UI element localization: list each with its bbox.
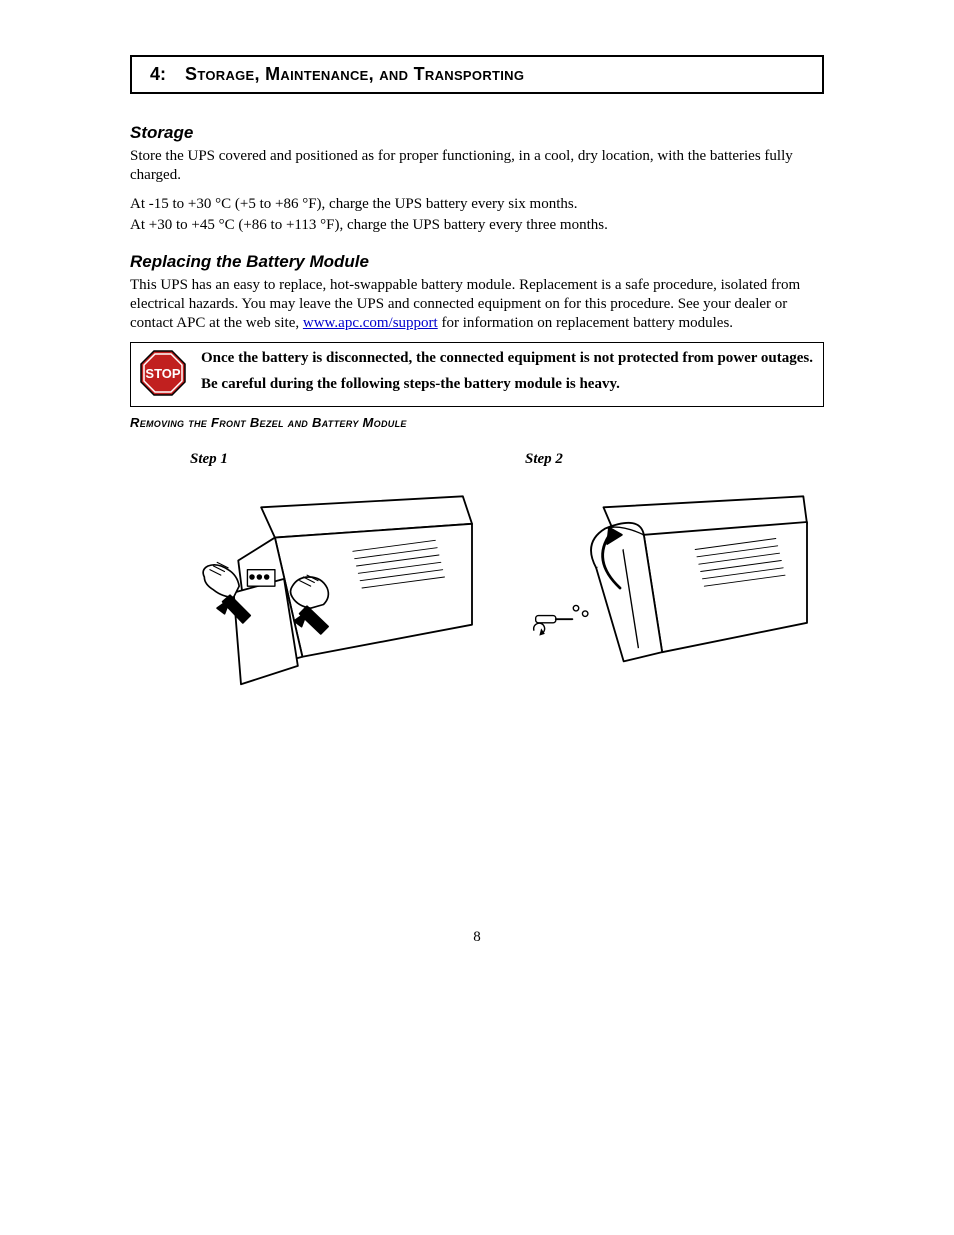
step-1: Step 1 — [180, 450, 489, 699]
page-number: 8 — [130, 928, 824, 947]
chapter-heading: 4: Storage, Maintenance, and Transportin… — [130, 55, 824, 94]
warning-box: STOP Once the battery is disconnected, t… — [130, 342, 824, 407]
support-link[interactable]: www.apc.com/support — [303, 315, 438, 331]
replacing-paragraph: This UPS has an easy to replace, hot-swa… — [130, 276, 824, 332]
steps-row: Step 1 — [180, 450, 824, 699]
step-2: Step 2 — [515, 450, 824, 699]
replacing-text-after: for information on replacement battery m… — [438, 315, 733, 331]
stop-icon: STOP — [139, 349, 187, 397]
step-1-label: Step 1 — [190, 450, 489, 469]
storage-paragraph: Store the UPS covered and positioned as … — [130, 147, 824, 185]
step-2-label: Step 2 — [525, 450, 824, 469]
replacing-heading: Replacing the Battery Module — [130, 251, 824, 272]
step-2-figure — [515, 478, 824, 698]
step-1-figure — [180, 478, 489, 698]
storage-charge-schedule: At -15 to +30 °C (+5 to +86 °F), charge … — [130, 194, 824, 235]
storage-heading: Storage — [130, 122, 824, 143]
charge-line-1: At -15 to +30 °C (+5 to +86 °F), charge … — [130, 194, 824, 214]
warning-line-2: Be careful during the following steps-th… — [201, 375, 813, 395]
chapter-number: 4: — [150, 63, 166, 86]
chapter-title: Storage, Maintenance, and Transporting — [185, 64, 524, 84]
stop-icon-label: STOP — [145, 366, 180, 381]
warning-text: Once the battery is disconnected, the co… — [201, 349, 813, 400]
removing-heading: Removing the Front Bezel and Battery Mod… — [130, 415, 824, 431]
warning-line-1: Once the battery is disconnected, the co… — [201, 349, 813, 369]
charge-line-2: At +30 to +45 °C (+86 to +113 °F), charg… — [130, 215, 824, 235]
